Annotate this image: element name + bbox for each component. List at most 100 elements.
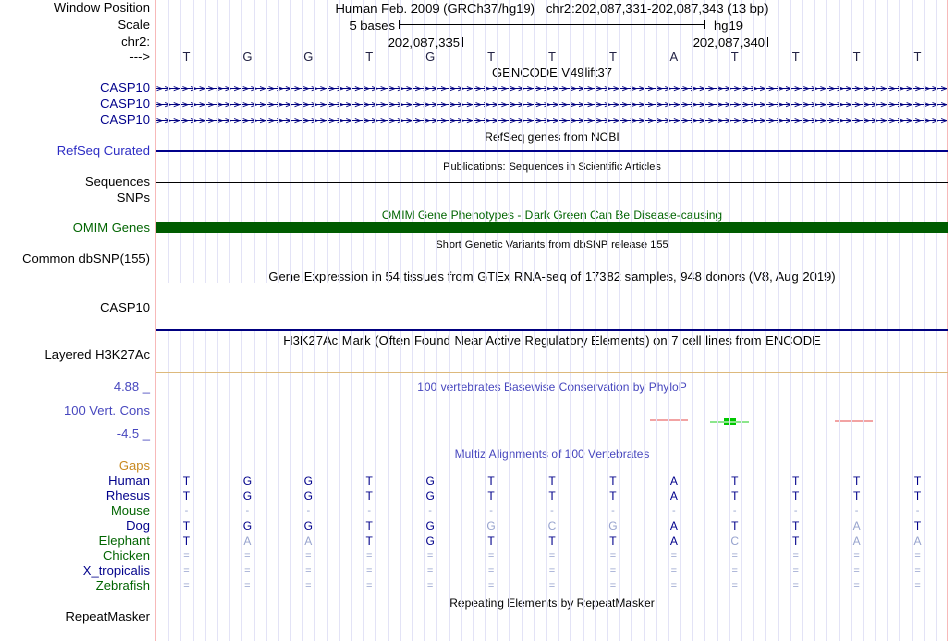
alignment-species-label-rhesus[interactable]: Rhesus — [105, 488, 150, 503]
track-label-window-position: Window Position — [53, 0, 150, 15]
alignment-base: A — [852, 519, 861, 533]
scale-bar-left-tick — [399, 20, 400, 29]
track-label-: ---> — [129, 49, 150, 64]
alignment-base: A — [304, 534, 313, 548]
alignment-base: G — [608, 519, 618, 533]
alignment-base: - — [611, 505, 615, 517]
alignment-base: = — [426, 565, 434, 577]
grid-line — [570, 0, 572, 641]
track-title-h3k27ac-mark-often-found-near-active-reg[interactable]: H3K27Ac Mark (Often Found Near Active Re… — [283, 333, 821, 348]
grid-line — [765, 0, 767, 641]
alignment-base: = — [548, 565, 556, 577]
alignment-base: = — [366, 565, 373, 577]
omim-genes-bar[interactable] — [156, 222, 948, 233]
grid-line — [753, 0, 755, 641]
alignment-species-label-chicken[interactable]: Chicken — [103, 548, 150, 563]
track-label-100-vert-cons[interactable]: 100 Vert. Cons — [64, 403, 150, 418]
alignment-base: A — [852, 534, 861, 548]
grid-line — [716, 0, 718, 641]
alignment-base: = — [792, 565, 799, 577]
track-title-publications-sequences-in-scientific-art[interactable]: Publications: Sequences in Scientific Ar… — [443, 161, 661, 173]
alignment-base: T — [487, 474, 495, 488]
grid-line — [704, 0, 706, 641]
alignment-base: T — [792, 534, 800, 548]
alignment-base: A — [669, 489, 678, 503]
alignment-base: T — [182, 489, 191, 503]
track-label-4-88: 4.88 _ — [113, 379, 150, 394]
alignment-base: = — [244, 550, 251, 562]
track-label-snps[interactable]: SNPs — [116, 190, 150, 205]
grid-line — [546, 0, 547, 641]
track-title-refseq-genes-from-ncbi[interactable]: RefSeq genes from NCBI — [484, 130, 620, 144]
track-label-casp10[interactable]: CASP10 — [100, 80, 150, 95]
alignment-base: = — [914, 565, 921, 577]
alignment-base: T — [182, 474, 191, 488]
gencode-transcript-arrows[interactable]: >>>>>>>>>>>>>>>>>>>>>>>>>>>>>>>>>>>>>>>>… — [156, 114, 948, 127]
grid-line — [838, 0, 840, 641]
track-label-layered-h3k27ac[interactable]: Layered H3K27Ac — [44, 347, 150, 362]
gencode-transcript-arrows[interactable]: >>>>>>>>>>>>>>>>>>>>>>>>>>>>>>>>>>>>>>>>… — [156, 98, 948, 111]
alignment-base: = — [487, 565, 495, 577]
track-title-100-vertebrates-basewise-conservation-by[interactable]: 100 vertebrates Basewise Conservation by… — [417, 380, 687, 394]
sequence-base-letter: G — [303, 49, 314, 64]
grid-line — [606, 0, 608, 641]
grid-line — [741, 0, 742, 641]
alignment-species-label-mouse[interactable]: Mouse — [110, 503, 150, 518]
alignment-base: - — [184, 505, 189, 517]
sequence-base-letter: T — [548, 49, 556, 64]
alignment-base: G — [242, 519, 253, 533]
track-title-multiz-alignments-of-100-vertebrates[interactable]: Multiz Alignments of 100 Vertebrates — [454, 447, 650, 461]
track-label-sequences[interactable]: Sequences — [84, 174, 150, 189]
track-label-omim-genes[interactable]: OMIM Genes — [72, 220, 150, 235]
alignment-base: = — [244, 565, 251, 577]
alignment-species-label-human[interactable]: Human — [108, 473, 150, 488]
alignment-species-label-elephant[interactable]: Elephant — [98, 533, 150, 548]
track-label-4-5: -4.5 _ — [116, 426, 150, 441]
alignment-base: T — [609, 489, 617, 503]
alignment-base: T — [548, 474, 556, 488]
alignment-species-label-gaps[interactable]: Gaps — [118, 458, 150, 473]
alignment-species-label-x-tropicalis[interactable]: X_tropicalis — [82, 563, 150, 578]
alignment-base: T — [731, 489, 739, 503]
track-label-casp10[interactable]: CASP10 — [100, 96, 150, 111]
alignment-base: = — [305, 580, 312, 592]
sequence-base-letter: T — [608, 49, 617, 64]
alignment-species-label-dog[interactable]: Dog — [126, 518, 150, 533]
alignment-base: - — [732, 505, 737, 517]
refseq-curated-track-line[interactable] — [156, 150, 948, 152]
track-label-common-dbsnp-155[interactable]: Common dbSNP(155) — [22, 251, 150, 266]
alignment-base: T — [609, 534, 617, 548]
alignment-base: = — [670, 565, 678, 577]
grid-line — [594, 0, 596, 641]
alignment-base: T — [548, 534, 556, 548]
alignment-base: = — [670, 550, 678, 562]
track-label-casp10[interactable]: CASP10 — [100, 300, 150, 315]
alignment-base: - — [672, 505, 676, 517]
track-title-gencode-v49lift37[interactable]: GENCODE V49lift37 — [492, 65, 612, 80]
alignment-base: - — [489, 505, 493, 517]
grid-line — [619, 0, 621, 641]
alignment-base: = — [183, 580, 190, 592]
alignment-base: - — [245, 505, 250, 517]
alignment-base: G — [242, 489, 253, 503]
track-label-repeatmasker[interactable]: RepeatMasker — [65, 609, 150, 624]
track-title-short-genetic-variants-from-dbsnp-releas[interactable]: Short Genetic Variants from dbSNP releas… — [435, 239, 669, 251]
grid-line — [692, 0, 694, 641]
gencode-transcript-arrows[interactable]: >>>>>>>>>>>>>>>>>>>>>>>>>>>>>>>>>>>>>>>>… — [156, 82, 948, 95]
track-label-refseq-curated[interactable]: RefSeq Curated — [56, 143, 150, 158]
ruler-tick-right — [767, 37, 768, 47]
track-title-gene-expression-in-54-tissues-from-gtex-[interactable]: Gene Expression in 54 tissues from GTEx … — [268, 269, 836, 284]
alignment-species-label-zebrafish[interactable]: Zebrafish — [95, 578, 150, 593]
track-label-casp10[interactable]: CASP10 — [100, 112, 150, 127]
track-title-repeating-elements-by-repeatmasker[interactable]: Repeating Elements by RepeatMasker — [449, 596, 655, 610]
alignment-base: = — [914, 550, 921, 562]
track-title-omim-gene-phenotypes-dark-green-can-be-d[interactable]: OMIM Gene Phenotypes - Dark Green Can Be… — [381, 208, 723, 222]
publications-track-line[interactable] — [156, 182, 948, 183]
alignment-base: A — [669, 534, 678, 548]
alignment-base: = — [914, 580, 921, 592]
alignment-base: = — [792, 580, 799, 592]
alignment-base: = — [731, 565, 738, 577]
alignment-base: G — [303, 489, 313, 503]
grid-line — [862, 0, 864, 641]
